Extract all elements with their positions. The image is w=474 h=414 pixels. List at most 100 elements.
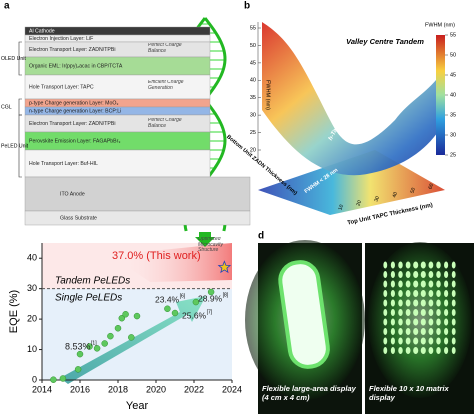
matrix-pixel: [383, 309, 388, 316]
matrix-pixel: [398, 347, 403, 354]
caption: Flexible 10 x 10 matrix display: [369, 384, 449, 402]
matrix-pixel: [436, 280, 441, 288]
region-label: Tandem PeLEDs: [55, 275, 130, 286]
note: Optimized Microcavity Structure: [198, 237, 224, 253]
matrix-pixel: [383, 290, 388, 297]
matrix-pixel: [444, 328, 449, 335]
matrix-pixel: [413, 261, 419, 269]
matrix-pixel: [420, 309, 426, 316]
z-tick-label: 45: [250, 60, 256, 66]
matrix-pixel: [420, 347, 426, 354]
layer: [24, 176, 251, 212]
matrix-pixel: [398, 318, 403, 326]
data-point: [114, 324, 122, 332]
z-axis-label: FWHM (nm): [265, 80, 271, 110]
matrix-pixel: [436, 337, 441, 345]
panel-label: a: [4, 1, 10, 12]
data-point: [107, 332, 114, 340]
matrix-pixel: [413, 347, 419, 354]
y-tick-label: 0: [32, 374, 37, 384]
unit-label: OLED Unit: [1, 56, 26, 62]
z-tick-label: 20: [250, 147, 256, 153]
annotation-ref: [1]: [91, 340, 97, 346]
z-tick-label: 50: [250, 43, 256, 49]
matrix-pixel: [383, 337, 388, 345]
matrix-pixel: [420, 299, 426, 307]
x-tick-label: 20: [355, 199, 363, 206]
highlight-star: [217, 260, 232, 274]
matrix-pixel: [436, 318, 441, 326]
matrix-pixel: [428, 337, 434, 345]
annotation: 37.0% (This work): [112, 250, 201, 262]
annotation: 25.6%: [182, 310, 207, 320]
matrix-pixel: [413, 299, 419, 307]
matrix-pixel: [405, 280, 411, 288]
matrix-pixel: [428, 299, 434, 307]
matrix-pixel: [390, 299, 395, 307]
matrix-pixel: [413, 337, 419, 345]
layer-label: Organic EML: Ir(ppy)₂acac in CBP/TCTA: [29, 63, 123, 69]
x-axis-label: Year: [126, 400, 149, 412]
y-tick-label: 20: [27, 313, 37, 323]
matrix-pixel: [405, 299, 411, 307]
matrix-pixel: [413, 309, 419, 316]
matrix-pixel: [390, 347, 395, 354]
annotation-ref: [8]: [223, 292, 229, 298]
data-point: [76, 350, 84, 358]
matrix-pixel: [451, 290, 456, 297]
panel-label: b: [244, 1, 250, 12]
layer-label: p-type Charge generation Layer: MoO₃: [29, 100, 118, 106]
data-point: [50, 376, 57, 383]
matrix-pixel: [383, 299, 388, 307]
matrix-pixel: [398, 290, 403, 297]
matrix-pixel: [436, 347, 441, 354]
matrix-pixel: [451, 309, 456, 316]
x-tick-label: 2018: [108, 384, 128, 394]
matrix-pixel: [444, 318, 449, 326]
note: Optimized Microcavity Structure: [198, 237, 224, 253]
matrix-pixel: [383, 328, 388, 335]
matrix-pixel: [428, 318, 434, 326]
tube-display: [278, 260, 330, 369]
panel-label: d: [258, 231, 264, 242]
layer-label: Perovskite Emission Layer: FAGAPbBr₃: [29, 138, 121, 144]
matrix-pixel: [444, 261, 449, 269]
note: Efficient Charge Generation: [148, 80, 184, 91]
y-tick-label: 10: [27, 344, 37, 354]
data-point: [207, 288, 215, 296]
data-point: [59, 375, 67, 382]
matrix-pixel: [398, 337, 403, 345]
annotation: 8.53%: [65, 341, 91, 351]
matrix-pixel: [398, 328, 403, 335]
unit-bracket: [18, 41, 22, 76]
x-tick-label: 2020: [146, 384, 166, 394]
x-tick-label: 40: [391, 191, 399, 198]
matrix-pixel: [428, 309, 434, 316]
matrix-pixel: [413, 328, 419, 335]
title-box: [345, 36, 425, 58]
x-tick-label: 2016: [70, 384, 90, 394]
z-tick-label: 30: [250, 113, 256, 119]
matrix-pixel: [420, 337, 426, 345]
matrix-pixel: [428, 271, 434, 278]
matrix-pixel: [405, 347, 411, 354]
contour-floor: [258, 150, 445, 215]
colorbar-tick-label: 35: [450, 112, 456, 118]
matrix-pixel: [451, 299, 456, 307]
matrix-pixel: [413, 271, 419, 278]
matrix-pixel: [398, 299, 403, 307]
matrix-pixel: [390, 318, 395, 326]
y-tick-label: 40: [27, 253, 37, 263]
colorbar-tick-label: 55: [450, 32, 456, 38]
layer-label: Electron Transport Layer: ZADN/TPBi: [29, 121, 116, 127]
matrix-pixel: [390, 261, 395, 269]
matrix-pixel: [405, 318, 411, 326]
layer-label: n-type Charge generation Layer: BCP:Li: [29, 108, 121, 114]
matrix-pixel: [444, 347, 449, 354]
unit-label: PeLED Unit: [1, 143, 29, 149]
annotation: 28.9%: [198, 293, 223, 303]
data-point: [93, 345, 101, 352]
surface: [262, 22, 445, 176]
matrix-pixel: [436, 261, 441, 269]
